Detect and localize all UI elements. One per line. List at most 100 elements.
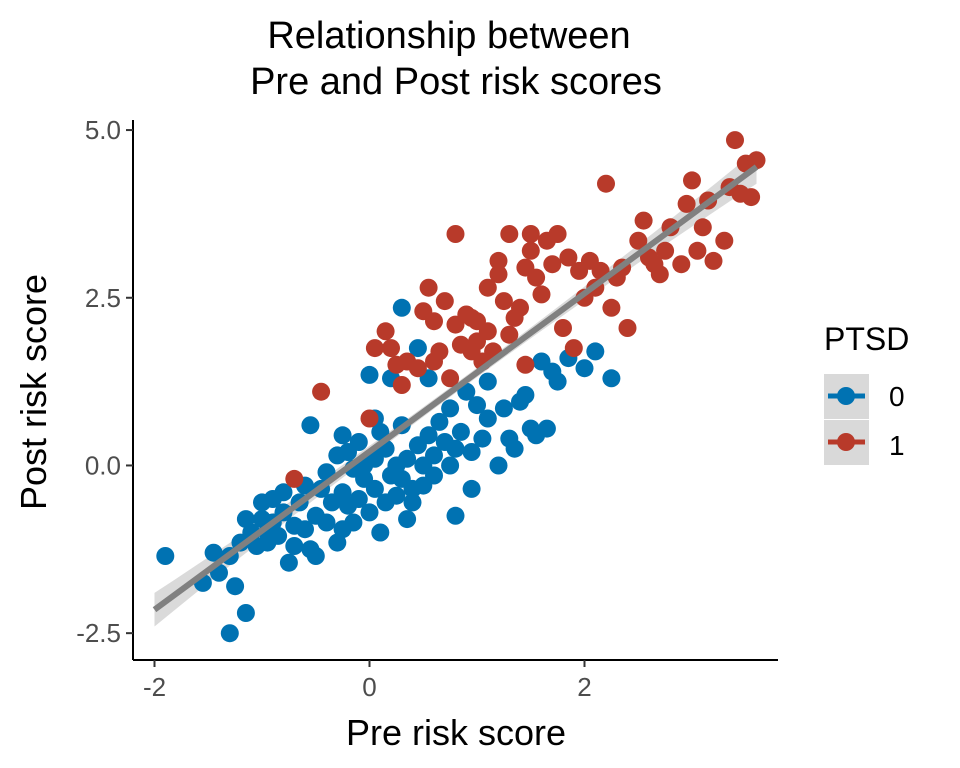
data-point-ptsd-1: [478, 278, 497, 297]
data-point-ptsd-0: [387, 486, 406, 505]
data-point-ptsd-1: [500, 225, 519, 243]
data-point-ptsd-0: [494, 399, 513, 418]
data-point-ptsd-0: [360, 503, 379, 522]
data-point-ptsd-0: [317, 513, 336, 532]
data-point-ptsd-1: [672, 255, 691, 274]
legend-key-1-dot: [837, 433, 855, 451]
data-point-ptsd-1: [532, 285, 551, 304]
data-point-ptsd-1: [634, 211, 653, 230]
data-point-ptsd-0: [425, 466, 443, 485]
data-point-ptsd-1: [376, 322, 395, 341]
data-point-ptsd-0: [279, 553, 298, 572]
data-point-ptsd-0: [349, 433, 368, 451]
data-point-ptsd-1: [527, 268, 546, 287]
data-point-ptsd-0: [441, 456, 460, 475]
data-point-ptsd-1: [564, 339, 583, 358]
data-point-ptsd-1: [494, 292, 513, 311]
data-point-ptsd-0: [602, 369, 621, 388]
data-point-ptsd-1: [548, 225, 567, 243]
y-axis-ticks: -2.5 0.0 2.5 5.0: [76, 115, 133, 648]
legend-label-1: 1: [889, 430, 905, 461]
legend-title: PTSD: [824, 321, 909, 357]
x-tick-label: 2: [577, 672, 591, 702]
data-point-ptsd-1: [597, 174, 615, 193]
data-point-ptsd-1: [446, 225, 465, 243]
data-point-ptsd-0: [285, 537, 304, 555]
data-point-ptsd-0: [430, 412, 449, 431]
data-point-ptsd-1: [629, 231, 648, 250]
data-point-ptsd-0: [403, 493, 422, 512]
data-point-ptsd-0: [333, 426, 352, 445]
data-point-ptsd-0: [468, 396, 486, 415]
data-point-ptsd-0: [392, 298, 411, 317]
data-point-ptsd-0: [419, 426, 438, 445]
data-point-ptsd-1: [693, 218, 712, 237]
data-point-ptsd-1: [516, 355, 535, 374]
data-point-ptsd-1: [360, 409, 379, 428]
data-point-ptsd-0: [306, 547, 325, 565]
y-tick-label: -2.5: [76, 618, 121, 648]
data-point-ptsd-0: [516, 386, 535, 404]
x-tick-label: 0: [362, 672, 376, 702]
data-point-ptsd-1: [392, 376, 411, 394]
legend-label-0: 0: [889, 381, 905, 412]
legend: PTSD 0 1: [824, 321, 909, 465]
data-point-ptsd-1: [521, 225, 540, 243]
x-tick-label: -2: [143, 672, 166, 702]
y-tick-label: 0.0: [85, 450, 121, 480]
data-point-ptsd-0: [441, 399, 460, 418]
data-point-ptsd-1: [285, 469, 304, 488]
data-point-ptsd-1: [468, 312, 486, 331]
y-tick-label: 2.5: [85, 283, 121, 313]
data-point-ptsd-1: [441, 369, 460, 388]
x-axis-ticks: -2 0 2: [143, 660, 592, 702]
data-point-ptsd-1: [365, 339, 384, 358]
x-axis-title: Pre risk score: [346, 712, 566, 753]
chart-title-line-1: Relationship between: [267, 15, 630, 57]
data-point-ptsd-0: [398, 510, 417, 529]
data-point-ptsd-1: [650, 265, 669, 284]
data-point-ptsd-0: [360, 365, 379, 384]
data-point-ptsd-0: [296, 520, 314, 539]
data-point-ptsd-0: [408, 339, 427, 358]
data-point-ptsd-0: [473, 429, 492, 448]
data-point-ptsd-0: [398, 449, 417, 468]
data-point-ptsd-0: [478, 372, 497, 391]
data-point-ptsd-1: [688, 241, 707, 260]
data-point-ptsd-1: [425, 312, 443, 331]
data-point-ptsd-0: [586, 342, 605, 361]
data-point-ptsd-1: [543, 255, 562, 274]
data-point-ptsd-1: [521, 241, 540, 260]
data-point-ptsd-1: [462, 342, 481, 361]
y-axis-title: Post risk score: [13, 274, 54, 510]
data-point-ptsd-0: [204, 543, 223, 562]
data-point-ptsd-1: [554, 319, 572, 337]
data-point-ptsd-1: [704, 251, 723, 270]
data-point-ptsd-0: [505, 439, 524, 458]
y-tick-label: 5.0: [85, 115, 121, 145]
legend-key-0-dot: [837, 387, 855, 405]
plot-area: [152, 131, 766, 643]
data-point-ptsd-0: [451, 422, 470, 441]
data-point-ptsd-1: [489, 265, 508, 284]
data-point-ptsd-0: [274, 483, 293, 502]
data-point-ptsd-1: [726, 131, 744, 150]
data-point-ptsd-1: [408, 359, 427, 378]
series-1-points: [285, 131, 766, 488]
data-point-ptsd-0: [446, 439, 465, 458]
chart-title-line-2: Pre and Post risk scores: [250, 61, 662, 103]
data-point-ptsd-1: [511, 298, 529, 317]
data-point-ptsd-0: [301, 416, 320, 435]
data-point-ptsd-0: [344, 513, 363, 532]
data-point-ptsd-0: [462, 479, 481, 498]
data-point-ptsd-1: [419, 278, 438, 297]
data-point-ptsd-0: [220, 624, 239, 643]
data-point-ptsd-1: [677, 194, 696, 213]
data-point-ptsd-0: [371, 523, 390, 542]
data-point-ptsd-0: [478, 409, 497, 428]
data-point-ptsd-1: [430, 342, 449, 361]
data-point-ptsd-0: [446, 506, 465, 525]
data-point-ptsd-0: [537, 419, 556, 438]
data-point-ptsd-0: [575, 359, 594, 378]
